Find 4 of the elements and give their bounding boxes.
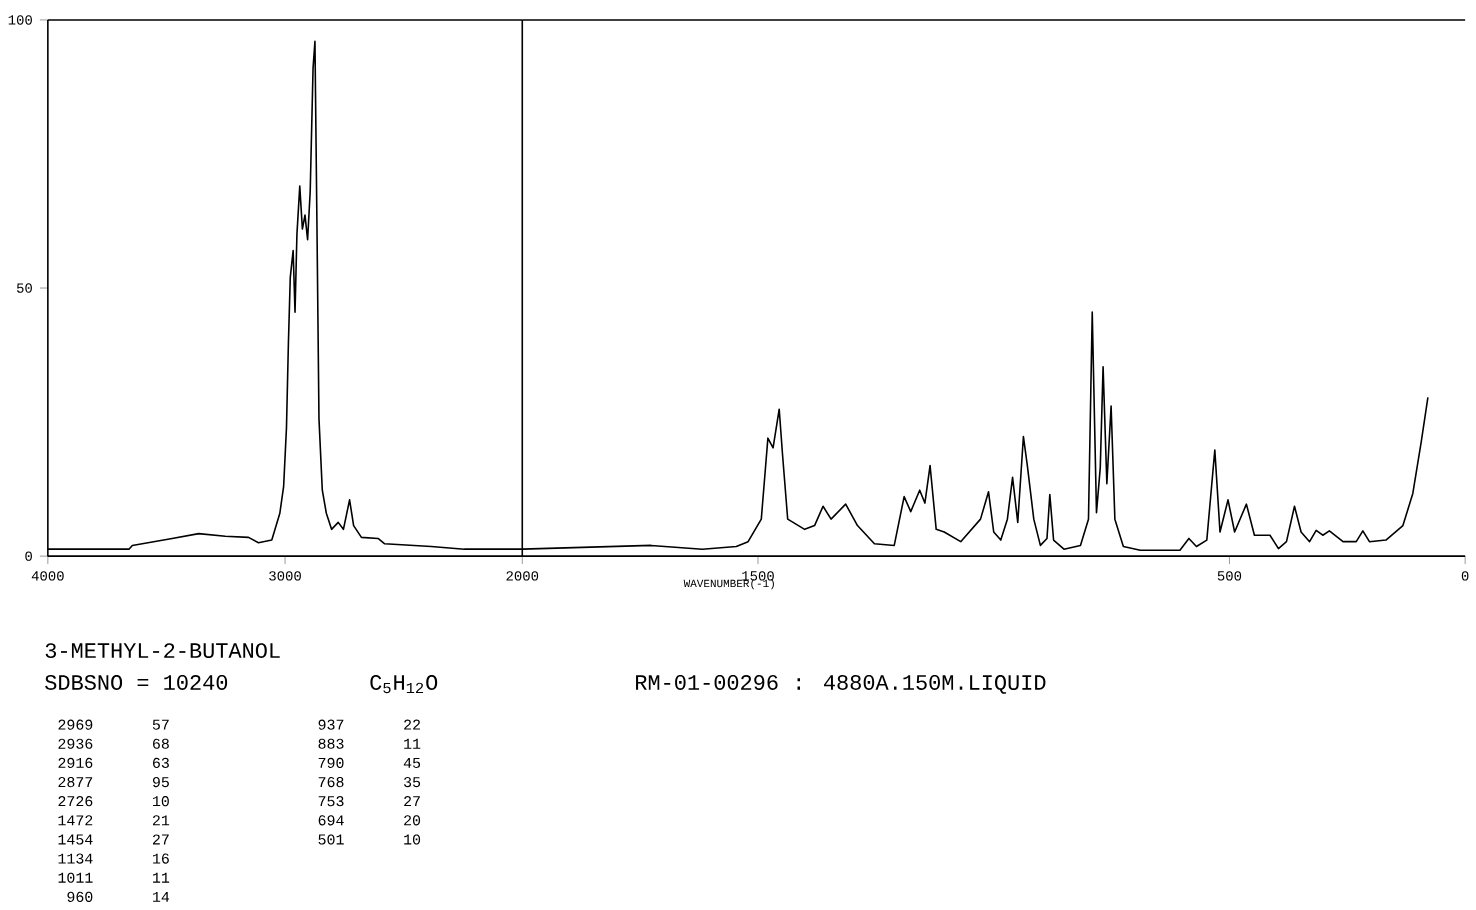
- text: RM-01-00296 : 4880A.150M.LIQUID: [636, 674, 1046, 694]
- text: SDBSNO = 10240: [45, 674, 228, 690]
- text: 3-METHYL-2-BUTANOL: [45, 642, 280, 658]
- text: C$_{5}$H$_{12}$O: [370, 674, 438, 693]
